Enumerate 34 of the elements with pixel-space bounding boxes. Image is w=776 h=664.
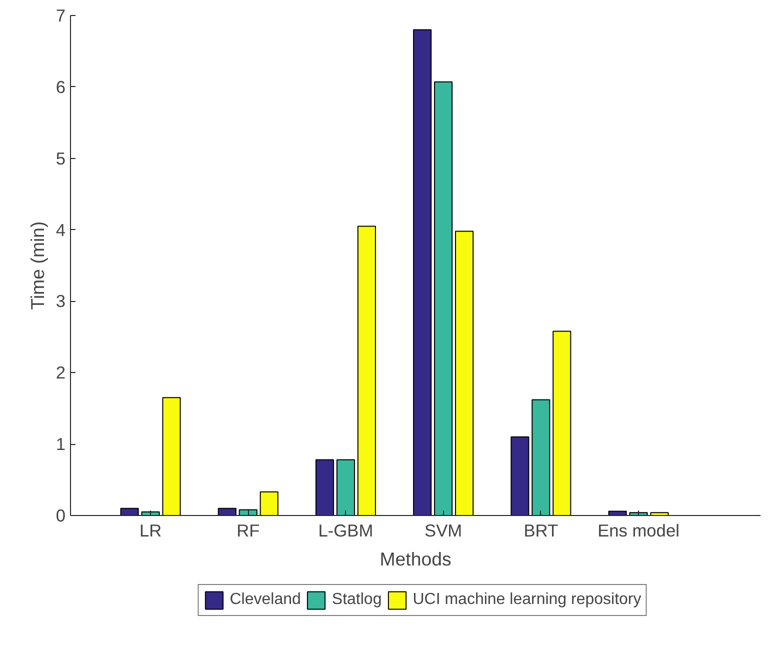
x-tick-label: RF	[236, 520, 260, 540]
y-tick-label: 0	[56, 506, 66, 526]
x-tick-label: Ens model	[598, 520, 680, 540]
x-tick-label: LR	[139, 520, 162, 540]
y-tick-label: 7	[56, 6, 66, 26]
bar	[357, 226, 376, 516]
bar	[434, 81, 453, 516]
bar	[650, 512, 669, 516]
y-tick-label: 1	[56, 434, 66, 454]
bar	[162, 397, 181, 516]
bar	[315, 459, 334, 516]
bar	[552, 330, 572, 516]
y-tick-label: 5	[56, 148, 66, 168]
bar	[120, 508, 139, 516]
x-tick-label: BRT	[524, 520, 558, 540]
bar	[413, 29, 432, 516]
legend-label: Cleveland	[230, 591, 301, 609]
x-axis-title: Methods	[380, 548, 452, 570]
bar	[510, 436, 530, 516]
y-tick-label: 2	[56, 362, 66, 383]
bar	[260, 491, 278, 516]
bar	[608, 510, 627, 516]
y-axis-title: Time (min)	[26, 221, 48, 310]
bar	[455, 230, 474, 516]
bar	[336, 459, 356, 516]
bar	[532, 399, 550, 516]
bar	[218, 508, 236, 516]
y-tick-label: 3	[56, 291, 66, 312]
legend-label: Statlog	[332, 591, 382, 609]
y-tick-label: 4	[56, 220, 66, 240]
x-tick-label: L-GBM	[318, 520, 374, 540]
y-tick-label: 6	[56, 76, 66, 97]
legend-label: UCI machine learning repository	[412, 591, 642, 609]
x-tick-label: SVM	[424, 520, 462, 540]
